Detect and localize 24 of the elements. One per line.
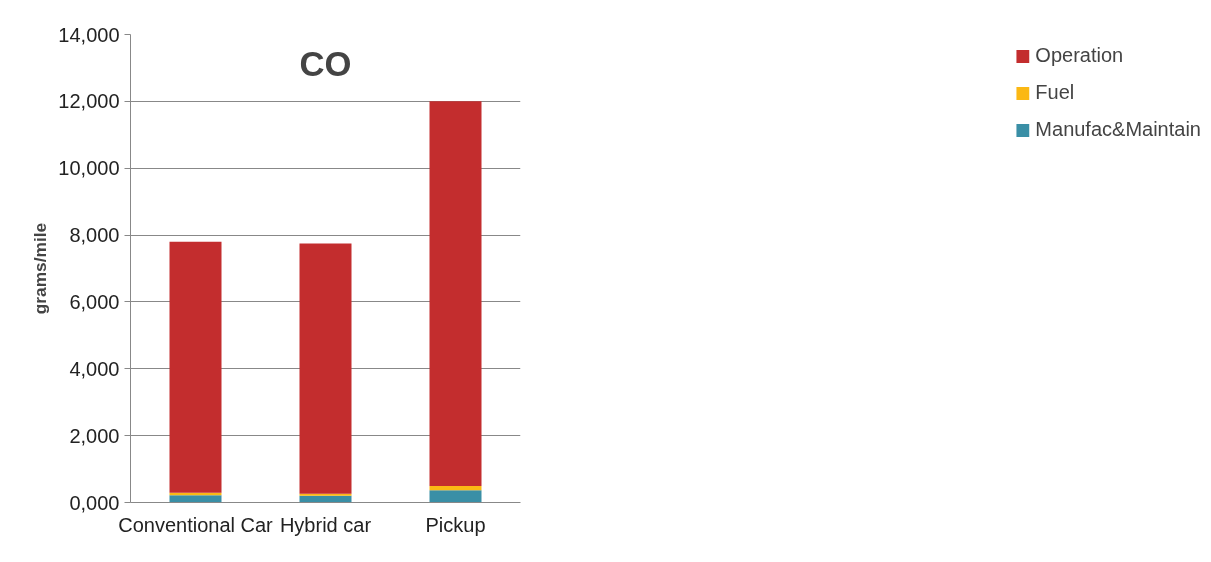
x-tick-label: Hybrid car xyxy=(279,513,372,536)
y-tick-label: 8,000 xyxy=(69,224,120,247)
y-tick-label: 2,000 xyxy=(69,424,120,447)
y-tick-label: 10,000 xyxy=(58,157,120,180)
legend-label: Fuel xyxy=(1035,81,1075,104)
bar xyxy=(169,241,222,493)
y-tick-label: 6,000 xyxy=(69,290,120,313)
bar xyxy=(429,101,482,487)
x-tick-label: Pickup xyxy=(425,513,486,536)
bar xyxy=(429,486,482,491)
chart-title: CO xyxy=(299,44,352,83)
bar xyxy=(429,490,482,503)
y-tick-label: 14,000 xyxy=(58,23,120,46)
bar xyxy=(299,495,352,503)
bar xyxy=(299,243,352,494)
bar xyxy=(169,495,222,503)
y-tick-label: 12,000 xyxy=(58,90,120,113)
legend-label: Manufac&Maintain xyxy=(1035,118,1201,141)
y-tick-label: 4,000 xyxy=(69,357,120,380)
x-tick-label: Conventional Car xyxy=(118,513,274,536)
bar xyxy=(299,493,352,496)
legend-label: Operation xyxy=(1035,44,1124,67)
y-tick-label: 0,000 xyxy=(69,491,120,514)
y-axis-title: grams/mile xyxy=(30,222,51,315)
